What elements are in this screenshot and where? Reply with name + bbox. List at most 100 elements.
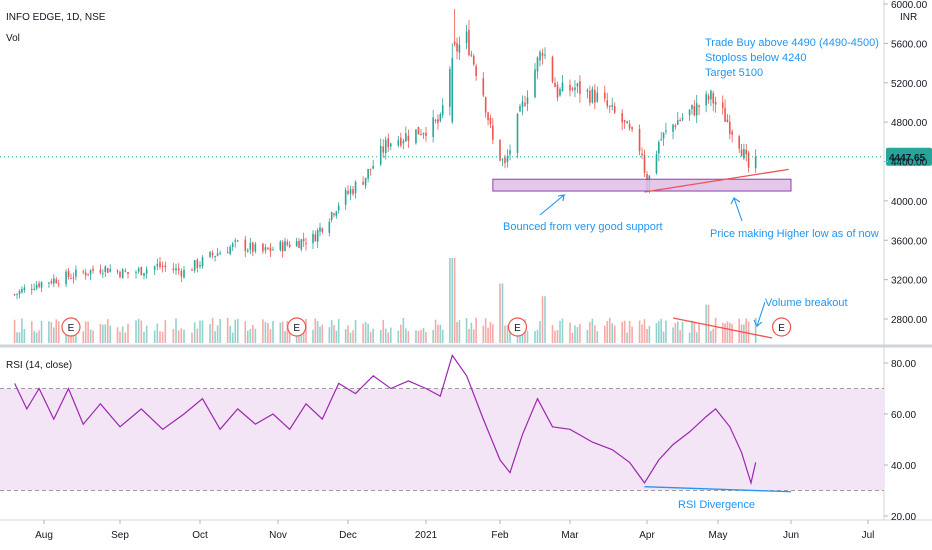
candle-body bbox=[402, 140, 405, 144]
higher-low-note-arrow bbox=[730, 196, 743, 222]
candle-body bbox=[554, 82, 556, 88]
volume-bar bbox=[21, 318, 23, 343]
volume-bar bbox=[362, 323, 364, 343]
candle-body bbox=[492, 125, 494, 140]
volume-bar bbox=[269, 329, 272, 343]
volume-bar bbox=[161, 331, 164, 343]
candle-body bbox=[219, 252, 221, 255]
earnings-marker[interactable] bbox=[61, 317, 81, 337]
candle-body bbox=[102, 273, 104, 275]
rsi-line bbox=[14, 354, 757, 486]
candle-body bbox=[576, 83, 579, 87]
volume-bar bbox=[119, 331, 121, 343]
candle-body bbox=[161, 266, 164, 268]
earnings-marker[interactable] bbox=[771, 317, 792, 337]
volume-bar bbox=[89, 329, 92, 343]
price-pane[interactable] bbox=[0, 0, 884, 343]
price-axis-tick-label: 4400.00 bbox=[891, 158, 928, 169]
candle-body bbox=[321, 228, 324, 232]
volume-bar bbox=[714, 317, 717, 343]
candle-body bbox=[451, 58, 454, 123]
volume-bar bbox=[603, 325, 606, 343]
higher-low-trendline[interactable] bbox=[644, 168, 789, 193]
volume-bar bbox=[688, 332, 691, 343]
candle-body bbox=[425, 132, 427, 136]
candle-body bbox=[541, 53, 544, 56]
candle-body bbox=[284, 241, 286, 251]
volume-bar bbox=[175, 318, 177, 343]
candle-body bbox=[211, 252, 214, 256]
candle-body bbox=[594, 89, 596, 103]
candle-body bbox=[561, 82, 564, 92]
volume-bar bbox=[379, 330, 382, 343]
candle-body bbox=[559, 89, 561, 96]
volume-bar bbox=[551, 324, 554, 343]
candle-body bbox=[691, 104, 693, 110]
earnings-marker[interactable] bbox=[507, 317, 528, 337]
candle-body bbox=[524, 102, 526, 106]
volume-bar bbox=[193, 322, 196, 343]
volume-bar bbox=[536, 329, 539, 343]
volume-bar bbox=[400, 324, 402, 343]
time-axis-tick-label: Feb bbox=[491, 530, 509, 541]
candle-body bbox=[539, 51, 541, 61]
candle-body bbox=[586, 89, 589, 92]
candle-body bbox=[314, 234, 317, 242]
volume-bar bbox=[449, 258, 451, 343]
candle-body bbox=[229, 246, 231, 254]
candle-body bbox=[516, 113, 519, 153]
volume-bar bbox=[526, 330, 529, 343]
volume-bar bbox=[712, 328, 715, 343]
volume-bar bbox=[201, 320, 204, 343]
candle-body bbox=[40, 282, 43, 288]
support-zone-box[interactable] bbox=[492, 178, 792, 192]
candle-body bbox=[688, 109, 691, 116]
volume-bar bbox=[539, 321, 541, 343]
candle-body bbox=[439, 114, 442, 122]
volume-bar bbox=[211, 318, 214, 343]
candle-body bbox=[468, 30, 470, 56]
volume-bar bbox=[484, 318, 487, 343]
candle-body bbox=[726, 119, 729, 122]
volume-bar bbox=[465, 317, 468, 343]
candle-body bbox=[714, 101, 717, 105]
volume-bar bbox=[92, 330, 94, 343]
volume-bar bbox=[40, 321, 43, 343]
candle-body bbox=[724, 107, 726, 122]
candle-body bbox=[613, 106, 616, 113]
candle-body bbox=[143, 273, 145, 276]
candle-body bbox=[234, 240, 237, 242]
volume-bar bbox=[372, 328, 374, 343]
volume-bar bbox=[252, 324, 254, 343]
candle-body bbox=[482, 78, 485, 96]
candle-body bbox=[302, 238, 305, 242]
volume-bar bbox=[302, 328, 305, 343]
candle-body bbox=[201, 257, 204, 267]
candle-body bbox=[571, 88, 574, 90]
volume-bar bbox=[489, 322, 492, 343]
volume-bar bbox=[249, 329, 252, 343]
volume-bar bbox=[405, 328, 407, 343]
volume-bar bbox=[417, 330, 420, 343]
candle-body bbox=[389, 143, 392, 147]
candle-body bbox=[53, 278, 55, 284]
volume-bar bbox=[740, 324, 743, 343]
candle-body bbox=[330, 212, 333, 220]
rsi-divergence-line[interactable] bbox=[644, 486, 792, 493]
time-axis-tick-label: Nov bbox=[269, 530, 287, 541]
volume-bar bbox=[707, 304, 710, 343]
volume-indicator-label: Vol bbox=[6, 33, 20, 44]
volume-bar bbox=[534, 331, 536, 343]
candle-body bbox=[48, 282, 50, 284]
volume-bar bbox=[579, 323, 581, 343]
earnings-marker[interactable] bbox=[287, 317, 307, 337]
candle-body bbox=[119, 271, 121, 278]
candle-body bbox=[434, 119, 437, 121]
candle-body bbox=[441, 105, 444, 116]
volume-bar bbox=[621, 321, 623, 343]
volume-trendline[interactable] bbox=[672, 317, 773, 339]
volume-bar bbox=[492, 324, 494, 343]
earnings-marker-label: E bbox=[293, 323, 300, 334]
